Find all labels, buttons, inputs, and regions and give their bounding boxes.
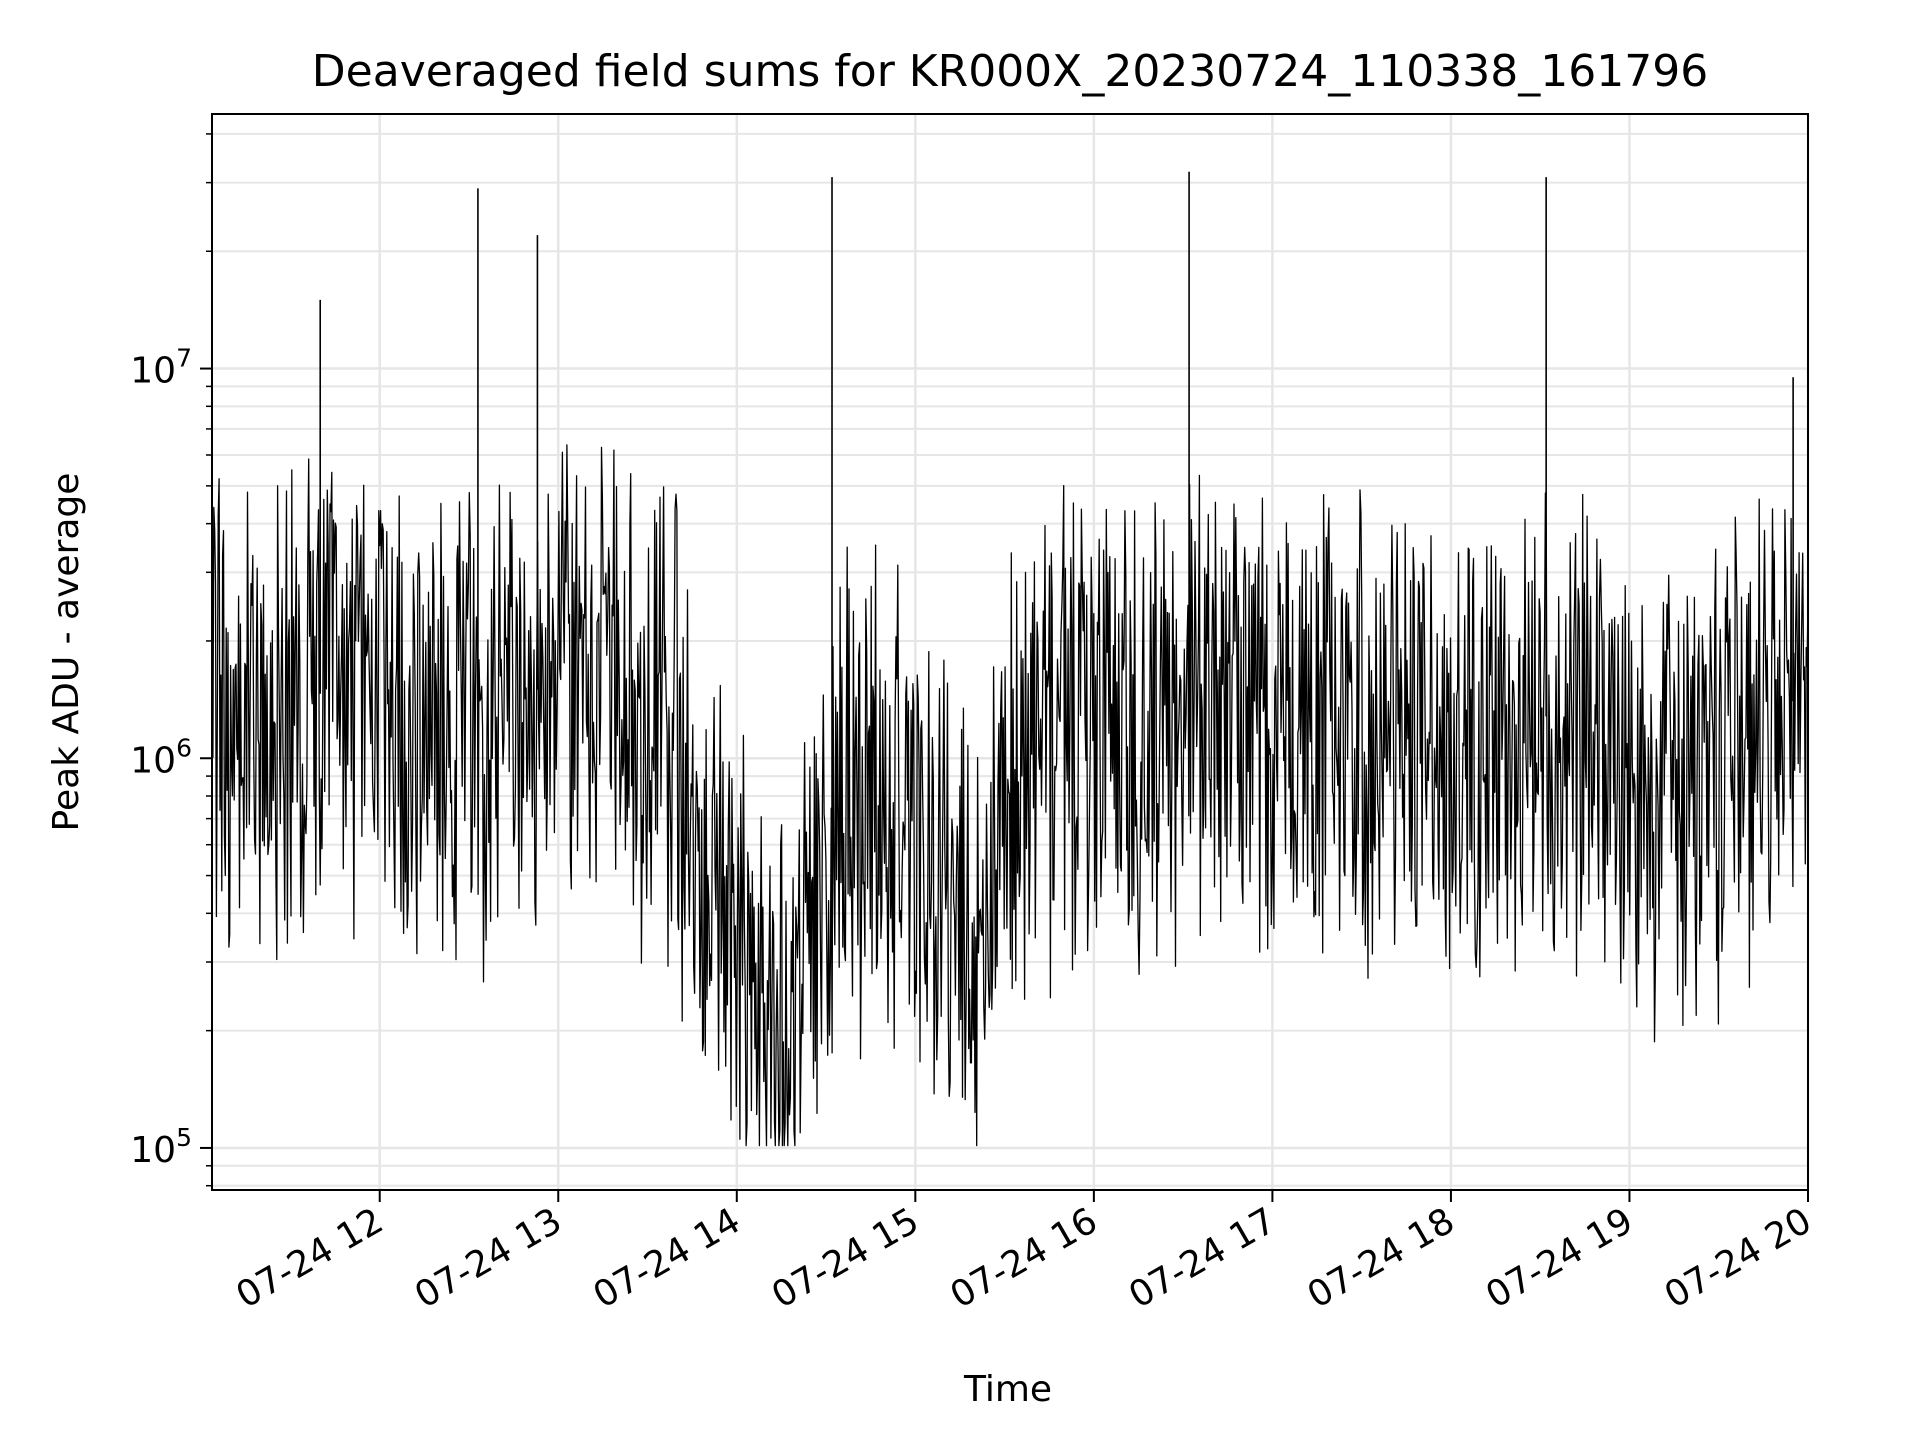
series-trace: [211, 171, 1809, 1147]
y-axis-label: Peak ADU - average: [46, 473, 87, 832]
y-tick-label: 107: [130, 344, 192, 392]
y-tick-label: 105: [130, 1123, 192, 1171]
y-tick-base: 10: [130, 1130, 176, 1171]
y-tick-exponent: 6: [176, 733, 192, 762]
y-tick-label: 106: [130, 733, 192, 781]
y-tick-exponent: 5: [176, 1123, 192, 1152]
y-tick-exponent: 7: [176, 344, 192, 373]
plot-area: [212, 114, 1808, 1190]
x-axis-label: Time: [963, 1369, 1052, 1410]
y-tick-base: 10: [130, 351, 176, 392]
y-tick-base: 10: [130, 740, 176, 781]
chart-title: Deaveraged field sums for KR000X_2023072…: [312, 46, 1708, 97]
plot-frame: [211, 113, 1809, 1191]
series-line: [211, 444, 1809, 1147]
